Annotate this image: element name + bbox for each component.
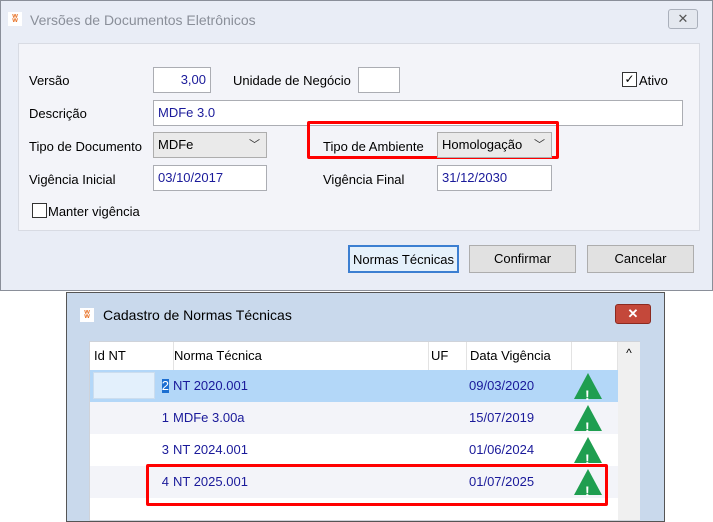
app-icon: ʬ xyxy=(8,12,22,26)
vigencia-inicial-input[interactable]: 03/10/2017 xyxy=(153,165,267,191)
ativo-checkbox[interactable]: ✓ xyxy=(622,72,637,87)
manter-vigencia-label: Manter vigência xyxy=(48,204,140,219)
vigencia-final-label: Vigência Final xyxy=(323,172,405,187)
table-row[interactable]: 4 NT 2025.001 01/07/2025 ! xyxy=(90,466,618,499)
table-row[interactable]: 2 NT 2020.001 09/03/2020 ! xyxy=(90,370,618,403)
warning-icon: ! xyxy=(574,437,602,467)
data-cell: 09/03/2020 xyxy=(469,378,535,393)
tipo-documento-value: MDFe xyxy=(158,137,194,152)
versao-label: Versão xyxy=(29,73,70,88)
vigencia-inicial-label: Vigência Inicial xyxy=(29,172,116,187)
descricao-label: Descrição xyxy=(29,106,87,121)
column-header-id[interactable]: Id NT xyxy=(94,342,174,370)
scroll-up-icon[interactable]: ^ xyxy=(626,346,632,360)
close-button[interactable]: ✕ xyxy=(668,9,698,29)
highlight-box xyxy=(146,464,608,506)
window-title: Versões de Documentos Eletrônicos xyxy=(30,12,256,28)
unidade-input[interactable] xyxy=(358,67,400,93)
warning-icon: ! xyxy=(574,469,602,499)
data-cell: 01/06/2024 xyxy=(469,442,535,457)
column-header-data[interactable]: Data Vigência xyxy=(467,342,572,370)
id-cell[interactable]: 2 xyxy=(161,378,169,393)
normas-tecnicas-button[interactable]: Normas Técnicas xyxy=(348,245,459,273)
normas-grid: Id NT Norma Técnica UF Data Vigência ^ 2… xyxy=(89,341,640,521)
column-header-norma[interactable]: Norma Técnica xyxy=(174,342,429,370)
tipo-ambiente-value: Homologação xyxy=(442,137,523,152)
chevron-down-icon: ﹀ xyxy=(249,139,260,151)
norma-cell: NT 2025.001 xyxy=(173,474,248,489)
unidade-label: Unidade de Negócio xyxy=(233,73,351,88)
table-row[interactable]: 1 MDFe 3.00a 15/07/2019 ! xyxy=(90,402,618,435)
confirmar-button[interactable]: Confirmar xyxy=(469,245,576,273)
tipo-documento-label: Tipo de Documento xyxy=(29,139,142,154)
app-icon: ʬ xyxy=(80,308,94,322)
column-header-uf[interactable]: UF xyxy=(429,342,467,370)
data-cell: 01/07/2025 xyxy=(469,474,535,489)
vigencia-final-input[interactable]: 31/12/2030 xyxy=(437,165,552,191)
id-cell: 3 xyxy=(161,442,169,457)
versoes-window: ʬ Versões de Documentos Eletrônicos ✕ Ve… xyxy=(0,0,713,291)
highlight-box xyxy=(307,121,559,159)
norma-cell: MDFe 3.00a xyxy=(173,410,245,425)
manter-vigencia-checkbox[interactable] xyxy=(32,203,47,218)
column-header-status[interactable] xyxy=(572,342,618,370)
id-cell: 1 xyxy=(161,410,169,425)
tipo-ambiente-label: Tipo de Ambiente xyxy=(323,139,424,154)
cancelar-button[interactable]: Cancelar xyxy=(587,245,694,273)
warning-icon: ! xyxy=(574,373,602,403)
warning-icon: ! xyxy=(574,405,602,435)
id-cell: 4 xyxy=(161,474,169,489)
data-cell: 15/07/2019 xyxy=(469,410,535,425)
scrollbar[interactable]: ^ xyxy=(618,342,640,520)
norma-cell: NT 2024.001 xyxy=(173,442,248,457)
ativo-label: Ativo xyxy=(639,73,668,88)
table-row[interactable]: 3 NT 2024.001 01/06/2024 ! xyxy=(90,434,618,467)
chevron-down-icon: ﹀ xyxy=(534,139,545,151)
close-button[interactable]: ✕ xyxy=(615,304,651,324)
tipo-ambiente-select[interactable]: Homologação ﹀ xyxy=(437,132,552,158)
tipo-documento-select[interactable]: MDFe ﹀ xyxy=(153,132,267,158)
window-title: Cadastro de Normas Técnicas xyxy=(103,307,292,323)
norma-cell: NT 2020.001 xyxy=(173,378,248,393)
versao-input[interactable]: 3,00 xyxy=(153,67,211,93)
